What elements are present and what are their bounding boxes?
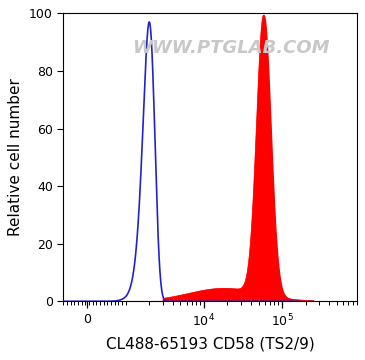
Text: WWW.PTGLAB.COM: WWW.PTGLAB.COM <box>132 39 329 57</box>
X-axis label: CL488-65193 CD58 (TS2/9): CL488-65193 CD58 (TS2/9) <box>105 337 314 352</box>
Y-axis label: Relative cell number: Relative cell number <box>8 78 23 236</box>
